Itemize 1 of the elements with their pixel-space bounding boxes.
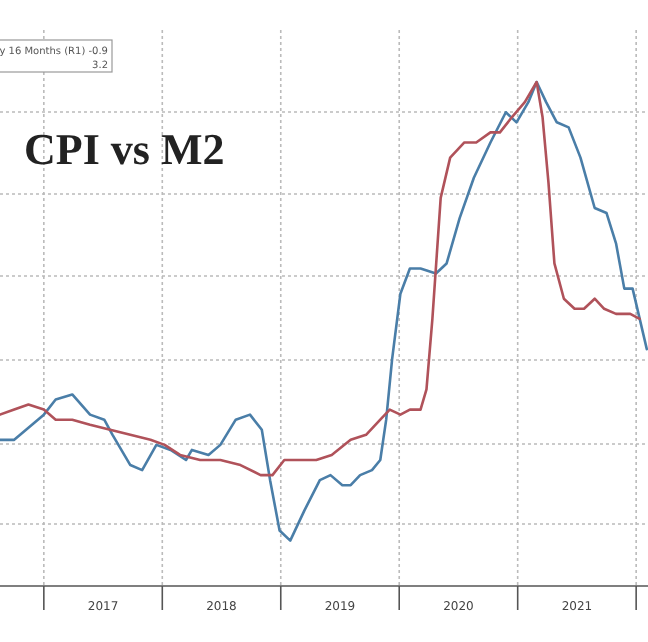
text: CPI vs M2 (24, 124, 225, 174)
